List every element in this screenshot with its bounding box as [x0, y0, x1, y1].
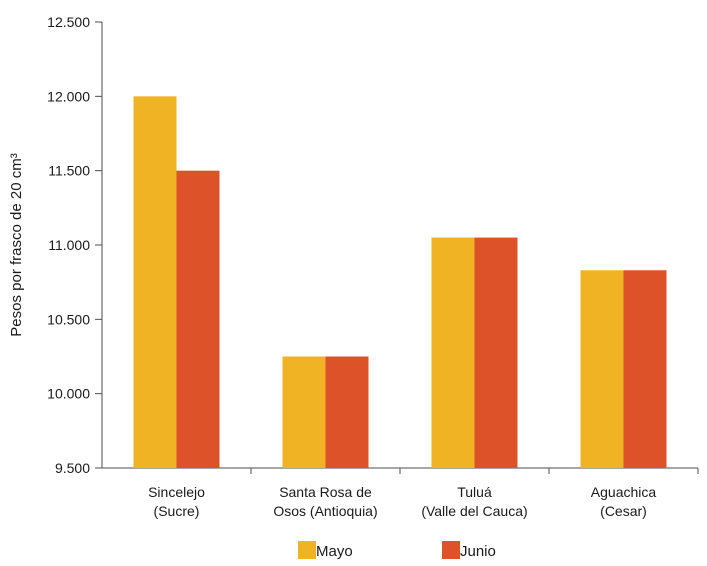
y-tick-label: 10.500 [47, 311, 90, 327]
legend-swatch-mayo [298, 541, 316, 559]
bar-junio-0 [176, 170, 220, 468]
bar-junio-2 [474, 237, 518, 468]
legend-label-mayo: Mayo [316, 543, 353, 560]
x-category-label: Osos (Antioquia) [273, 503, 377, 519]
y-tick-label: 10.000 [47, 386, 90, 402]
x-category-label: (Sucre) [154, 503, 200, 519]
bar-mayo-3 [580, 270, 624, 468]
bar-junio-1 [325, 356, 369, 468]
bar-mayo-1 [282, 356, 326, 468]
x-category-labels: Sincelejo (Sucre) Santa Rosa de Osos (Antio… [148, 468, 699, 519]
y-tick-label: 11.000 [48, 237, 90, 253]
bars [133, 96, 667, 468]
x-category-label: Sincelejo [148, 484, 205, 500]
bar-mayo-2 [431, 237, 475, 468]
x-category-label: (Cesar) [600, 503, 647, 519]
x-category-label: Aguachica [591, 484, 657, 500]
y-tick-label: 12.000 [47, 88, 90, 104]
x-category-label: Santa Rosa de [279, 484, 372, 500]
y-tick-label: 9.500 [55, 460, 90, 476]
y-ticks: 9.500 10.000 10.500 11.000 11.500 12.000 12.50… [47, 14, 102, 476]
y-axis-title: Pesos por frasco de 20 cm³ [8, 153, 25, 336]
legend-label-junio: Junio [460, 543, 496, 560]
x-category-label: Tuluá [457, 484, 492, 500]
bar-junio-3 [623, 270, 667, 468]
legend: Mayo Junio [298, 541, 496, 560]
y-tick-label: 12.500 [47, 14, 90, 30]
y-tick-label: 11.500 [48, 163, 90, 179]
x-category-label: (Valle del Cauca) [421, 503, 527, 519]
legend-swatch-junio [442, 541, 460, 559]
bar-mayo-0 [133, 96, 177, 468]
